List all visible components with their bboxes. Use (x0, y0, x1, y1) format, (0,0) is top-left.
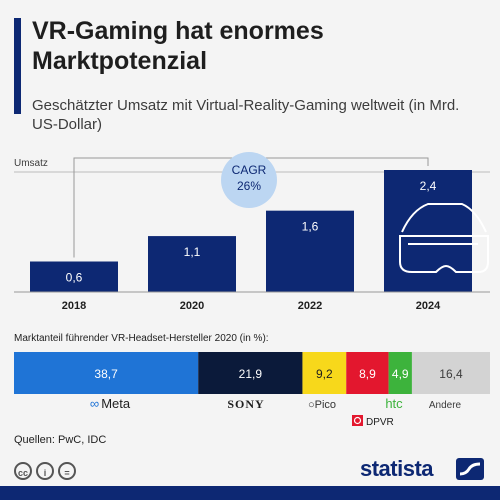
share-value-label: 9,2 (316, 367, 333, 381)
brand-meta: ∞ Meta (90, 396, 131, 411)
chart-subtitle: Geschätzter Umsatz mit Virtual-Reality-G… (32, 97, 460, 133)
revenue-chart: Umsatz CAGR 26% 0,6 2018 1,1 2020 1,6 2022 2,4… (14, 152, 490, 312)
attribution-icon: i (36, 462, 54, 480)
year-tick-label: 2024 (416, 300, 441, 312)
meta-icon: ∞ (90, 396, 99, 411)
revenue-axis-label: Umsatz (14, 158, 48, 169)
brand-pico-label: Pico (315, 399, 336, 411)
cc-icon: cc (14, 462, 32, 480)
pico-icon: ○ (308, 399, 315, 411)
vr-headset-icon (399, 203, 489, 273)
chart-title: VR-Gaming hat enormes Marktpotenzial (32, 17, 324, 75)
revenue-value-label: 1,6 (302, 220, 319, 234)
brand-htc: htc (385, 396, 403, 411)
revenue-value-label: 0,6 (66, 271, 83, 285)
cagr-bubble (221, 152, 277, 208)
year-tick-label: 2018 (62, 300, 86, 312)
brand-dpvr: DPVR (366, 417, 394, 428)
title-accent-bar (14, 18, 21, 114)
revenue-bar (148, 236, 236, 292)
revenue-bar (30, 261, 118, 292)
share-value-label: 8,9 (359, 367, 376, 381)
license-icons: cc i = (14, 462, 80, 481)
share-segment (388, 352, 412, 394)
share-segment (411, 352, 490, 394)
brand-labels: ∞ Meta SONY ○Pico DPVR htc Andere (90, 396, 462, 428)
brand-sony: SONY (227, 397, 264, 411)
market-share-label: Marktanteil führender VR-Headset-Herstel… (14, 333, 269, 344)
revenue-bar (266, 210, 354, 292)
source-note: Quellen: PwC, IDC (14, 434, 107, 446)
revenue-value-label: 2,4 (420, 179, 437, 193)
year-tick-label: 2020 (180, 300, 204, 312)
market-share-bar: 38,7 21,9 9,2 8,9 4,9 16,4 (14, 352, 490, 394)
revenue-value-label: 1,1 (184, 245, 201, 259)
brand-pico: ○Pico (308, 399, 336, 411)
share-value-label: 16,4 (439, 367, 463, 381)
year-tick-label: 2022 (298, 300, 322, 312)
brand-andere: Andere (429, 400, 462, 411)
dpvr-icon (352, 415, 363, 426)
share-segment (198, 352, 303, 394)
share-segment (302, 352, 347, 394)
cagr-label: CAGR (232, 163, 267, 177)
cagr-value: 26% (237, 179, 261, 193)
statista-logo-icon (456, 458, 484, 480)
brand-meta-label: Meta (101, 396, 131, 411)
share-value-label: 38,7 (94, 367, 118, 381)
statista-logo: statista (360, 456, 434, 481)
share-segment (346, 352, 389, 394)
footer-bar (0, 486, 500, 500)
share-segment (14, 352, 199, 394)
no-derivatives-icon: = (58, 462, 76, 480)
share-value-label: 4,9 (392, 367, 409, 381)
share-value-label: 21,9 (239, 367, 263, 381)
